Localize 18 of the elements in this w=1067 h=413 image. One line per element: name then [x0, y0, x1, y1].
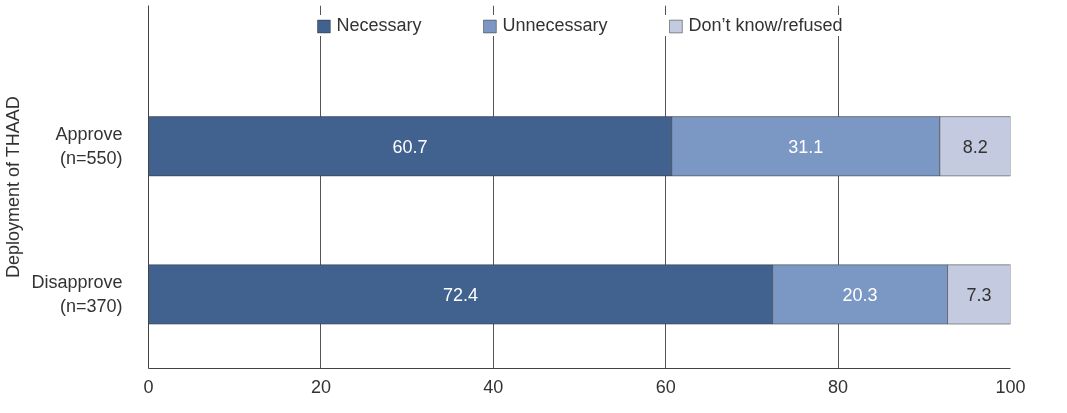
- y-axis-title: Deployment of THAAD: [3, 96, 24, 279]
- legend-label: Unnecessary: [502, 15, 608, 36]
- x-tick-label: 80: [828, 376, 849, 397]
- legend-label: Don’t know/refused: [688, 15, 843, 36]
- data-label: 60.7: [392, 136, 428, 157]
- legend-label: Necessary: [336, 15, 422, 36]
- x-tick-label: 60: [655, 376, 676, 397]
- y-tick-label: Approve (n=550): [55, 124, 123, 169]
- data-label: 7.3: [966, 284, 992, 305]
- data-label: 72.4: [443, 284, 479, 305]
- data-label: 31.1: [788, 136, 824, 157]
- data-label: 20.3: [842, 284, 878, 305]
- y-tick-label: Disapprove (n=370): [31, 272, 123, 317]
- x-tick-label: 100: [995, 376, 1026, 397]
- x-tick-label: 20: [310, 376, 331, 397]
- data-label: 8.2: [962, 136, 988, 157]
- x-tick-label: 40: [483, 376, 504, 397]
- x-tick-label: 0: [143, 376, 154, 397]
